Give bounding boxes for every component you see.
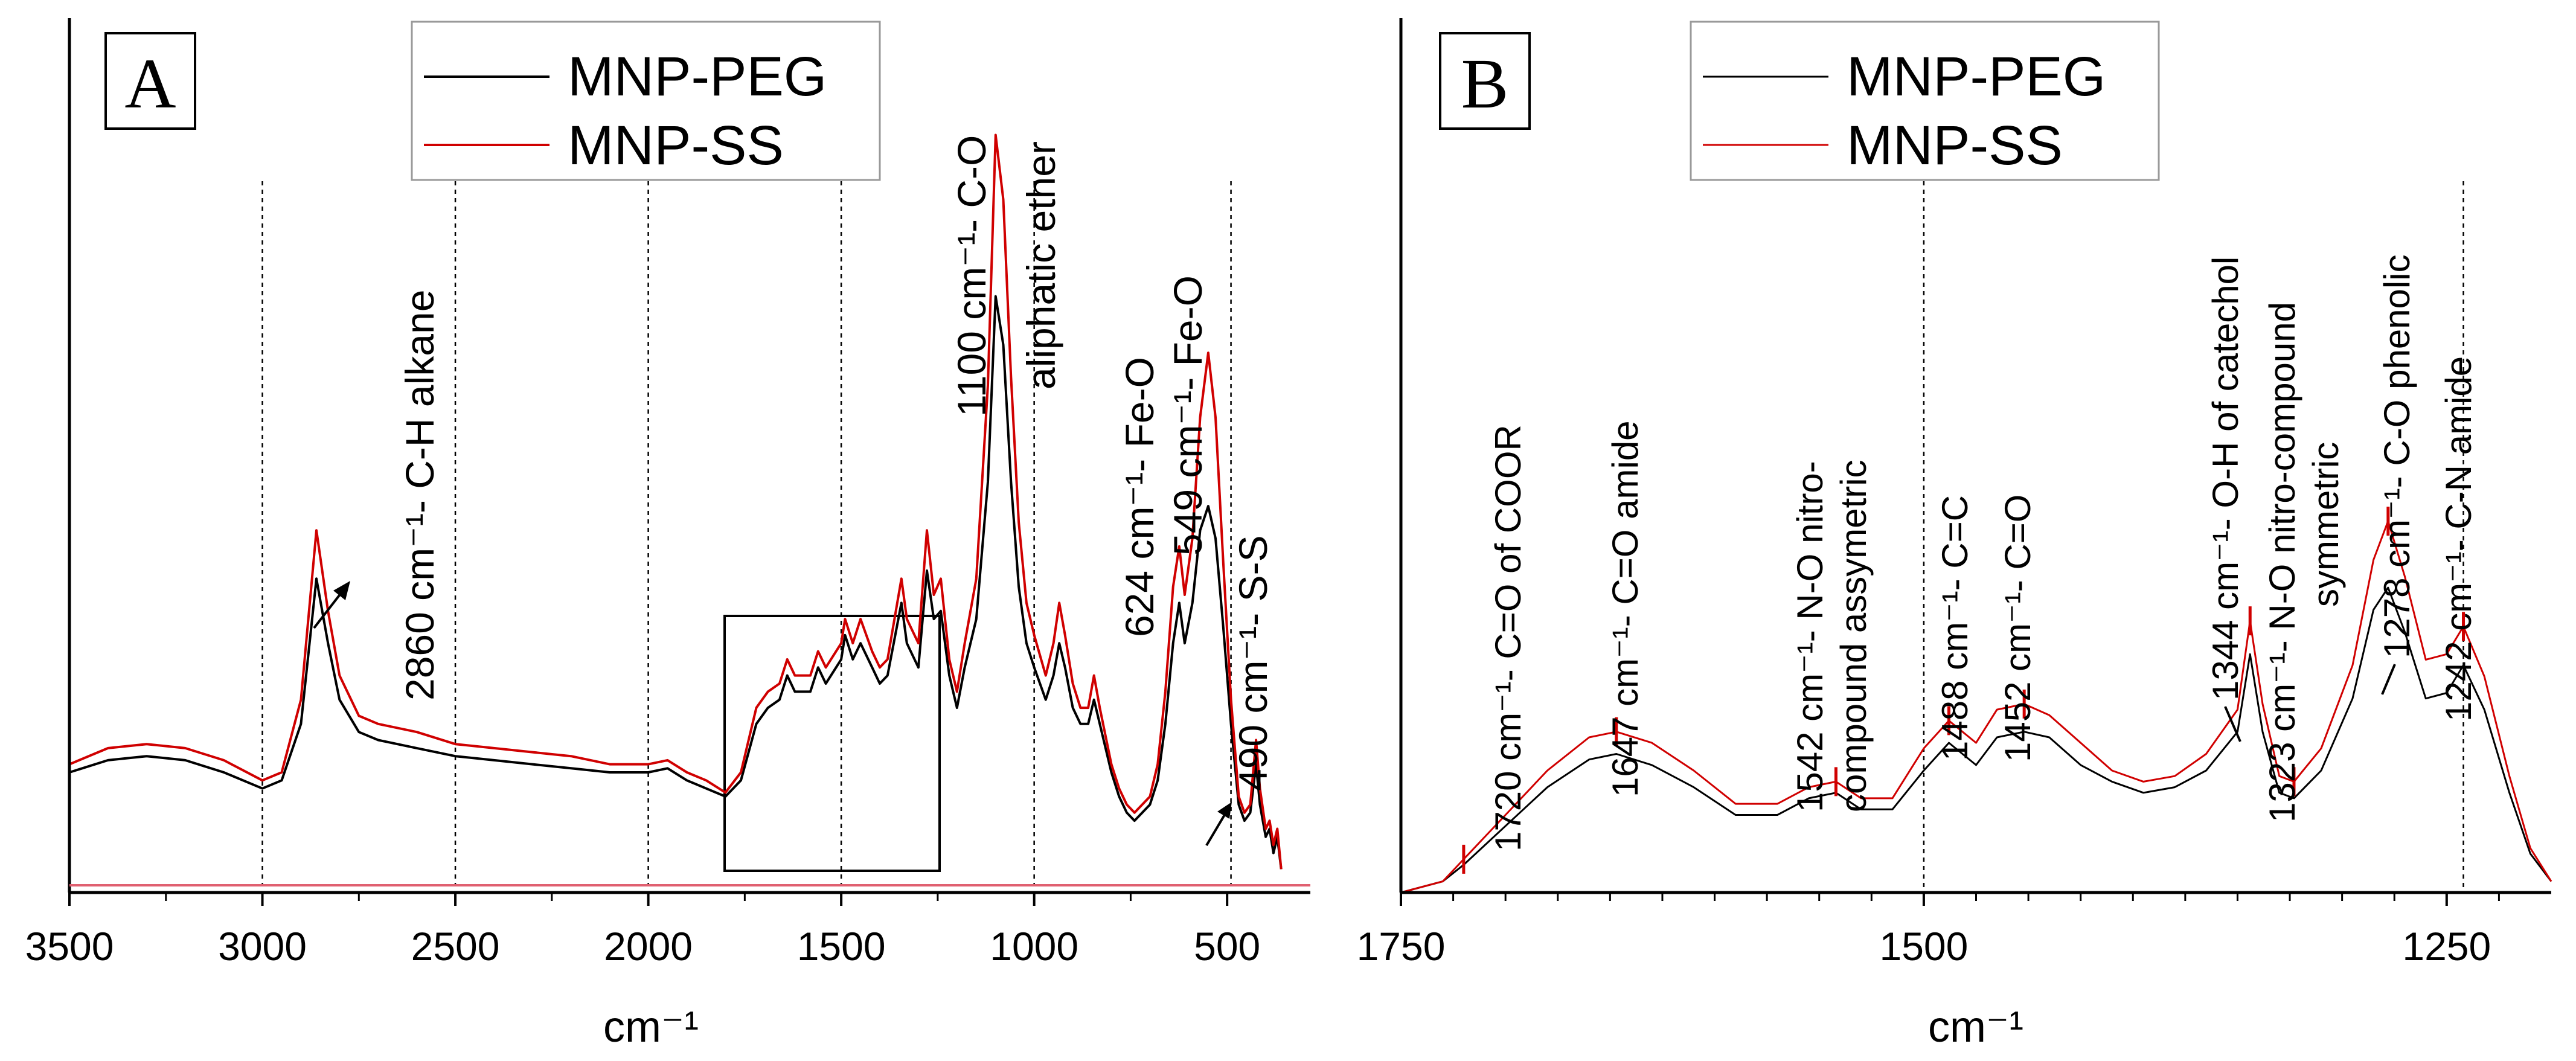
panel-a-tick-label-2000: 2000 [604,924,693,969]
panel-a-vertical-guides [261,181,1232,885]
panel-b-x-axis-title: cm⁻¹ [1928,1003,2023,1051]
panel-a-tick-label-500: 500 [1194,924,1260,969]
annotation-1452-c-o: 1452 cm⁻¹- C=O [1998,495,2038,762]
annotation-2860-arrowhead [333,581,350,600]
panel-a-tick-label-1500: 1500 [797,924,886,969]
legend-label-mnp-peg: MNP-PEG [568,46,827,107]
panel-b-peak-markers [1462,506,2465,874]
panel-b-x-ticks: 1750 1500 1250 [1357,893,2500,969]
annotation-1488-c-c: 1488 cm⁻¹- C=C [1935,495,1975,761]
panel-b-series [1400,520,2552,894]
panel-b-letter-box [1439,32,1531,130]
panel-a-tick-label-1000: 1000 [990,924,1078,969]
annotation-2860-c-h-alkane: 2860 cm⁻¹- C-H alkane [397,290,442,700]
annotation-1542-n-o-line1: 1542 cm⁻¹- N-O nitro- [1790,461,1830,812]
annotation-1647-c-o-amide: 1647 cm⁻¹- C=O amide [1605,420,1645,797]
annotation-490-arrowhead [1217,802,1232,819]
annotation-1242-c-n-amide: 1242 cm⁻¹- C-N amide [2438,356,2479,722]
legend-label-mnp-ss: MNP-SS [568,115,784,176]
annotation-624-fe-o: 624 cm⁻¹- Fe-O [1117,357,1162,637]
annotation-490-arrow [1205,812,1227,847]
annotation-1344-leader [2224,706,2241,742]
panel-b-vertical-guides [1923,181,2464,893]
panel-a-x-axis-title: cm⁻¹ [603,1003,699,1051]
panel-a-tick-label-3500: 3500 [25,924,114,969]
panel-b-annotations: 1720 cm⁻¹- C=O of COOR 1647 cm⁻¹- C=O am… [1488,254,2479,851]
panel-b-legend: MNP-PEG MNP-SS [1690,21,2160,181]
legend-b-label-mnp-ss: MNP-SS [1847,115,2063,176]
annotation-490-s-s: 490 cm⁻¹- S-S [1231,535,1275,791]
panel-b: 1750 1500 1250 cm⁻¹ B MNP-PEG MNP-SS 1720 … [1357,18,2552,1051]
panel-a-legend-box [411,21,881,181]
annotation-1100-c-o: 1100 cm⁻¹- C-O [949,135,994,417]
annotation-1542-n-o-line2: compound assymetric [1833,460,1874,812]
panel-a-letter-box [104,32,196,130]
panel-a-legend: MNP-PEG MNP-SS [411,21,881,181]
panel-b-tick-label-1500: 1500 [1879,924,1968,969]
annotation-1323-n-o-line1: 1323 cm⁻¹- N-O nitro-compound [2262,302,2302,822]
annotation-1278-c-o-phenolic: 1278 cm⁻¹- C-O phenolic [2377,254,2417,658]
panel-b-legend-box [1690,21,2160,181]
panel-b-tick-label-1750: 1750 [1357,924,1446,969]
annotation-1278-leader [2381,664,2396,695]
panel-a-inset-box [723,615,941,872]
annotation-1720-c-o-coor: 1720 cm⁻¹- C=O of COOR [1488,425,1528,851]
panel-a-series [69,133,1283,870]
panel-b-tick-label-1250: 1250 [2402,924,2491,969]
panel-b-letter: B [1461,44,1509,123]
panel-a-series-mnp-peg [69,295,1283,870]
panel-b-series-mnp-ss [1400,520,2552,894]
annotation-1323-n-o-line2: symmetric [2305,442,2346,607]
panel-a-annotations: 2860 cm⁻¹- C-H alkane 1100 cm⁻¹- C-O ali… [313,135,1275,847]
panel-a-series-mnp-ss [69,133,1283,870]
legend-b-label-mnp-peg: MNP-PEG [1847,46,2106,107]
panel-a-tick-label-3000: 3000 [218,924,307,969]
annotation-1344-o-h-catechol: 1344 cm⁻¹- O-H of catechol [2205,257,2246,700]
panel-a-x-ticks: 3500 3000 2500 2000 1500 1000 500 [25,893,1260,969]
panel-a-letter: A [124,44,176,123]
panel-a-tick-label-2500: 2500 [411,924,500,969]
panel-b-series-mnp-peg [1400,586,2552,894]
annotation-2860-arrow [313,589,344,629]
annotation-aliphatic-ether: aliphatic ether [1019,141,1063,389]
annotation-549-fe-o: 549 cm⁻¹- Fe-O [1165,275,1210,556]
panel-a: 3500 3000 2500 2000 1500 1000 500 cm⁻¹ A MNP-P… [25,18,1310,1051]
